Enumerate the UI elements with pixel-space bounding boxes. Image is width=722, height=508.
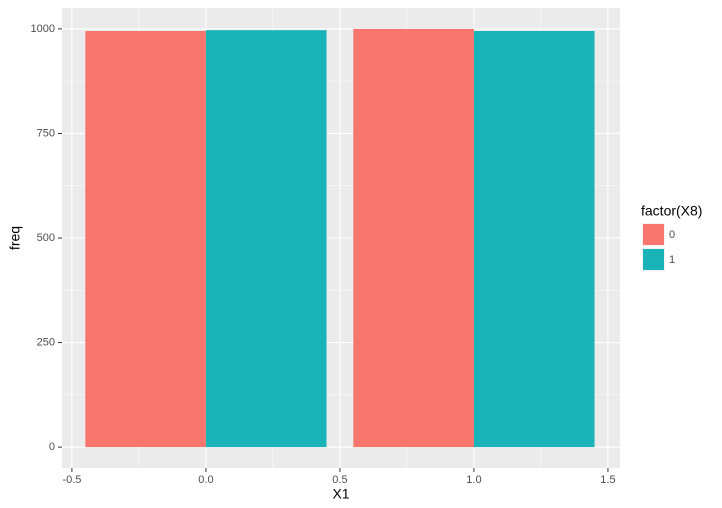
bar <box>473 31 595 448</box>
y-tick-label: 1000 <box>31 23 55 35</box>
y-tick-label: 250 <box>37 336 55 348</box>
bar <box>205 30 327 448</box>
y-tick-label: 0 <box>49 441 55 453</box>
y-tick-label: 500 <box>37 232 55 244</box>
x-tick-label: 0.0 <box>198 474 213 486</box>
legend-title: factor(X8) <box>641 203 702 219</box>
x-tick-label: 1.0 <box>466 474 481 486</box>
x-tick-label: 1.5 <box>600 474 615 486</box>
y-axis-label: freq <box>7 226 23 250</box>
x-tick-label: 0.5 <box>332 474 347 486</box>
legend-swatch <box>643 249 664 270</box>
y-tick-label: 750 <box>37 127 55 139</box>
legend-label: 1 <box>669 254 675 266</box>
bar <box>85 31 206 448</box>
bar <box>353 28 474 448</box>
x-axis-label: X1 <box>332 486 349 502</box>
legend-label: 0 <box>669 229 675 241</box>
x-tick-label: -0.5 <box>62 474 81 486</box>
legend-swatch <box>643 224 664 245</box>
